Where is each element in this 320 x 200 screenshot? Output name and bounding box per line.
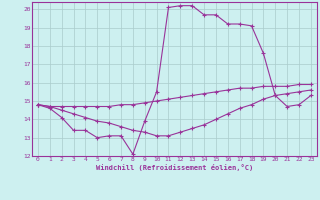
X-axis label: Windchill (Refroidissement éolien,°C): Windchill (Refroidissement éolien,°C) — [96, 164, 253, 171]
